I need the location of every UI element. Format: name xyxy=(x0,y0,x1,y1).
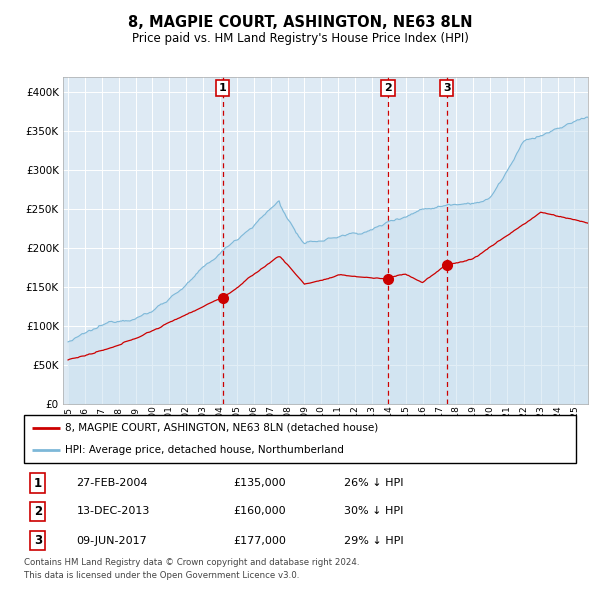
Text: 1: 1 xyxy=(218,83,226,93)
Text: £160,000: £160,000 xyxy=(234,506,286,516)
Text: 09-JUN-2017: 09-JUN-2017 xyxy=(76,536,147,546)
Text: HPI: Average price, detached house, Northumberland: HPI: Average price, detached house, Nort… xyxy=(65,445,344,455)
Text: £177,000: £177,000 xyxy=(234,536,287,546)
FancyBboxPatch shape xyxy=(24,415,576,463)
Text: 3: 3 xyxy=(34,534,42,547)
Text: 29% ↓ HPI: 29% ↓ HPI xyxy=(344,536,404,546)
Text: 8, MAGPIE COURT, ASHINGTON, NE63 8LN: 8, MAGPIE COURT, ASHINGTON, NE63 8LN xyxy=(128,15,472,30)
Text: Contains HM Land Registry data © Crown copyright and database right 2024.: Contains HM Land Registry data © Crown c… xyxy=(24,558,359,566)
Text: Price paid vs. HM Land Registry's House Price Index (HPI): Price paid vs. HM Land Registry's House … xyxy=(131,32,469,45)
Text: 13-DEC-2013: 13-DEC-2013 xyxy=(76,506,150,516)
Text: 3: 3 xyxy=(443,83,451,93)
Text: 2: 2 xyxy=(34,505,42,518)
Text: 27-FEB-2004: 27-FEB-2004 xyxy=(76,478,148,488)
Text: 30% ↓ HPI: 30% ↓ HPI xyxy=(344,506,404,516)
Text: 2: 2 xyxy=(384,83,392,93)
Text: 26% ↓ HPI: 26% ↓ HPI xyxy=(344,478,404,488)
Text: This data is licensed under the Open Government Licence v3.0.: This data is licensed under the Open Gov… xyxy=(24,571,299,579)
Text: 1: 1 xyxy=(34,477,42,490)
Text: 8, MAGPIE COURT, ASHINGTON, NE63 8LN (detached house): 8, MAGPIE COURT, ASHINGTON, NE63 8LN (de… xyxy=(65,423,379,433)
Text: £135,000: £135,000 xyxy=(234,478,286,488)
